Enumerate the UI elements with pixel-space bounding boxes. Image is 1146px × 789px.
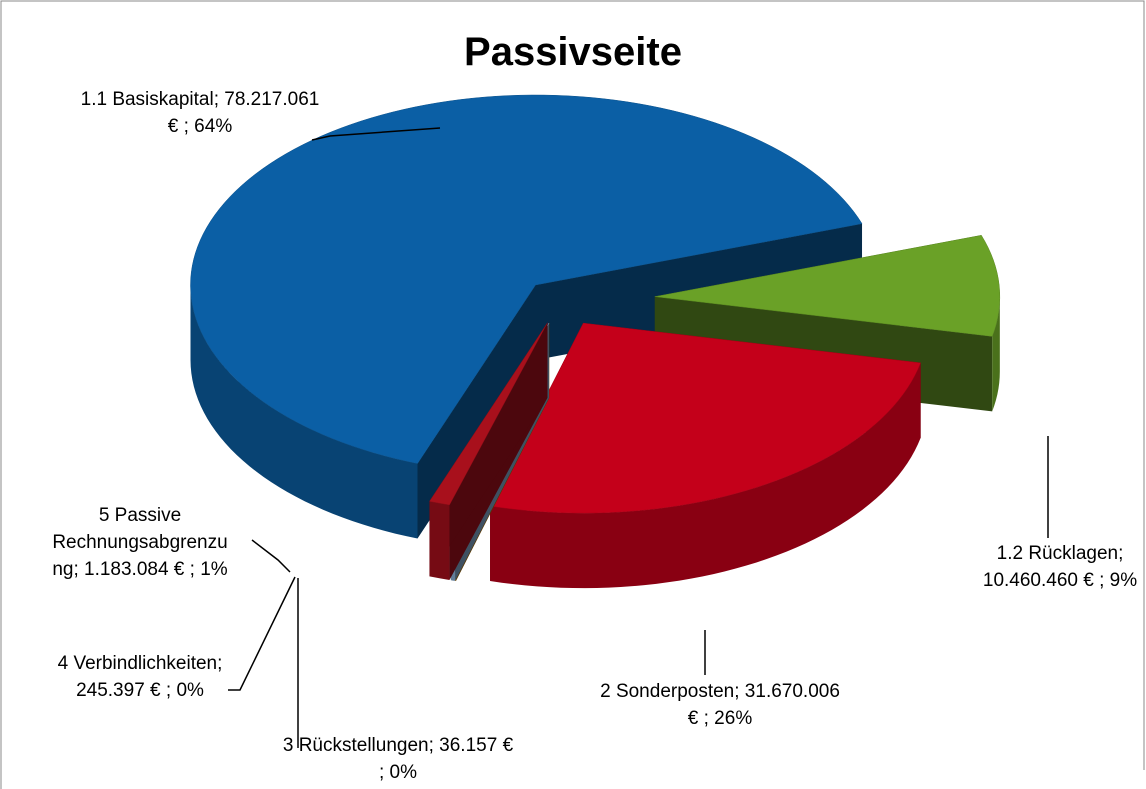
data-label: 5 Passive Rechnungsabgrenzung; 1.183.084… bbox=[52, 505, 228, 580]
slice bbox=[190, 94, 863, 464]
slice-wall bbox=[190, 285, 418, 539]
leader-line bbox=[228, 576, 296, 691]
leader-line bbox=[251, 539, 291, 573]
slice-wall bbox=[992, 296, 1000, 412]
data-label: 1.2 Rücklagen; 10.460.460 € ; 9% bbox=[982, 543, 1138, 591]
data-label: 3 Rückstellungen; 36.157 € ; 0% bbox=[282, 735, 514, 783]
leader-line bbox=[311, 127, 441, 141]
slice bbox=[489, 322, 921, 514]
data-label: 1.1 Basiskapital; 78.217.061 € ; 64% bbox=[80, 89, 320, 137]
data-label: 2 Sonderposten; 31.670.006 € ; 26% bbox=[600, 681, 840, 729]
slice bbox=[654, 235, 1001, 337]
data-label: 4 Verbindlichkeiten; 245.397 € ; 0% bbox=[57, 653, 223, 701]
slice-wall bbox=[429, 501, 450, 580]
slice bbox=[429, 322, 548, 506]
chart-title: Passivseite bbox=[464, 30, 682, 74]
slice-wall bbox=[490, 362, 921, 589]
slice-side bbox=[429, 322, 548, 577]
